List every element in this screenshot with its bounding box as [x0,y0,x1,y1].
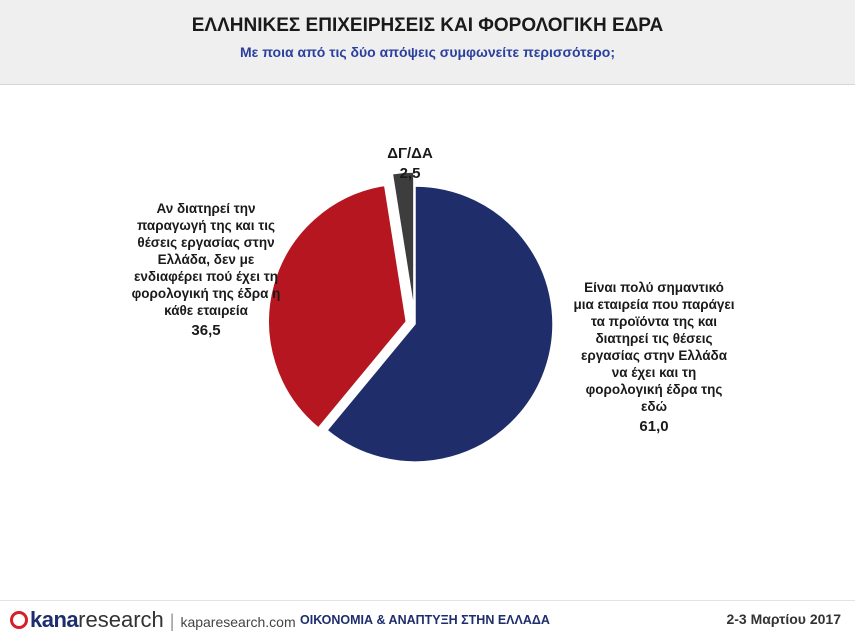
chart-title: ΕΛΛΗΝΙΚΕΣ ΕΠΙΧΕΙΡΗΣΕΙΣ ΚΑΙ ΦΟΡΟΛΟΓΙΚΗ ΕΔ… [191,15,664,36]
slice-label-dk-text: ΔΓ/ΔΑ [387,145,433,162]
chart-subtitle: Με ποια από τις δύο απόψεις συμφωνείτε π… [240,44,615,60]
pie-slice-second [267,184,408,430]
footer-topic: ΟΙΚΟΝΟΜΙΑ & ΑΝΑΠΤΥΞΗ ΣΤΗΝ ΕΛΛΑΔΑ [300,613,550,627]
pie-slice-dk [391,171,415,311]
slice-label-second-text: Αν διατηρεί την παραγωγή της και τις θέσ… [131,201,281,318]
brand-url: kaparesearch.com [180,614,296,630]
slice-label-main-text: Είναι πολύ σημαντικό μια εταιρεία που πα… [573,280,735,414]
brand-logo: kanaresearch | kaparesearch.com [10,606,296,636]
pie-slice-main [325,185,554,463]
logo-ring-icon [10,611,28,629]
footer-date: 2-3 Μαρτίου 2017 [726,611,841,627]
pie-chart [267,171,554,463]
slice-value-second: 36,5 [191,322,221,339]
slide-header: ΕΛΛΗΝΙΚΕΣ ΕΠΙΧΕΙΡΗΣΕΙΣ ΚΑΙ ΦΟΡΟΛΟΓΙΚΗ ΕΔ… [0,0,855,85]
footer-divider [0,600,855,601]
slice-label-dk: ΔΓ/ΔΑ 2,5 [360,128,460,199]
slice-label-main: Είναι πολύ σημαντικό μια εταιρεία που πα… [560,262,748,452]
slice-value-main: 61,0 [639,418,669,435]
slice-value-dk: 2,5 [399,165,421,182]
slice-label-second: Αν διατηρεί την παραγωγή της και τις θέσ… [110,183,302,356]
